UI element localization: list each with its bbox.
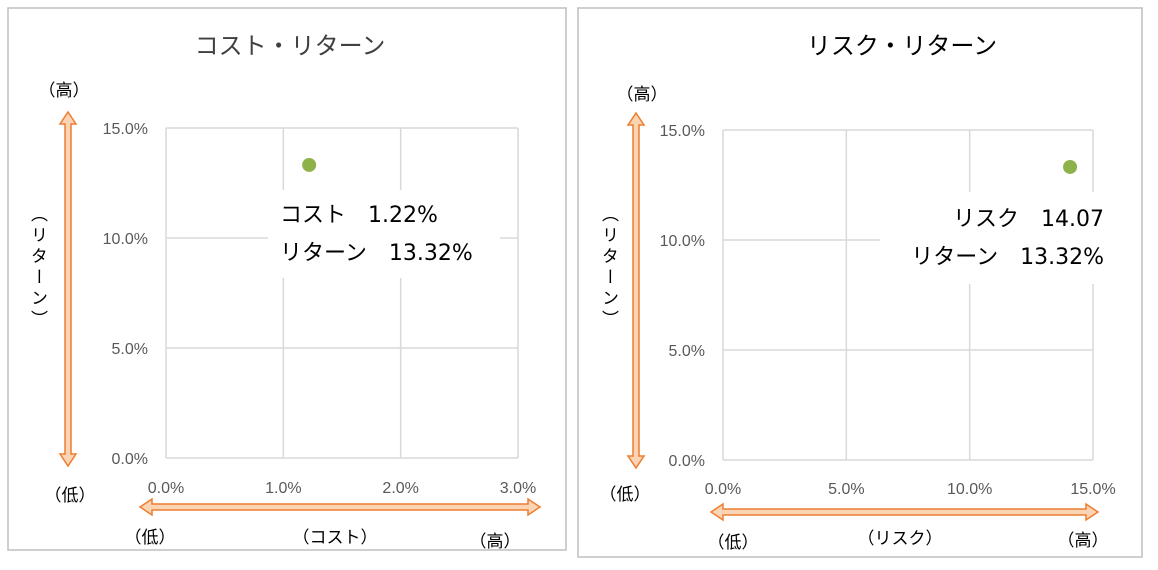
y-tick-label: 5.0% <box>112 341 148 358</box>
y-high-label: （高） <box>617 85 668 105</box>
chart-title: リスク・リターン <box>807 32 997 60</box>
y-tick-label: 10.0% <box>103 231 148 248</box>
data-label: リターン 13.32% <box>911 245 1104 270</box>
y-axis-label: （リターン） <box>27 205 48 331</box>
y-tick-label: 15.0% <box>103 121 148 138</box>
data-point <box>1063 159 1078 174</box>
data-label-box <box>268 190 500 278</box>
chart-title: コスト・リターン <box>195 32 386 60</box>
x-tick-label: 15.0% <box>1070 481 1115 498</box>
x-tick-label: 0.0% <box>148 480 184 497</box>
y-low-label: （低） <box>45 486 96 506</box>
y-axis-label: （リターン） <box>598 205 619 331</box>
y-tick-label: 10.0% <box>660 233 705 250</box>
x-low-label: （低） <box>125 528 176 548</box>
data-label-box <box>880 192 1102 284</box>
x-low-label: （低） <box>708 533 759 553</box>
x-axis-label: （コスト） <box>293 528 378 548</box>
x-high-label: （高） <box>1058 531 1109 551</box>
y-tick-label: 0.0% <box>669 453 705 470</box>
x-tick-label: 10.0% <box>947 481 992 498</box>
y-low-label: （低） <box>600 485 651 505</box>
y-axis-arrow <box>58 110 78 468</box>
y-axis-arrow <box>626 111 646 470</box>
x-tick-label: 3.0% <box>500 480 536 497</box>
x-high-label: （高） <box>470 532 521 552</box>
y-tick-label: 15.0% <box>660 123 705 140</box>
y-high-label: （高） <box>39 81 90 101</box>
y-tick-label: 5.0% <box>669 343 705 360</box>
chart-panel-2: リスク・リターン 0.0% 5.0% 10.0% 15.0% 0.0% 5.0% 10.0% 1… <box>577 7 1143 558</box>
panel-frame <box>7 7 567 551</box>
x-tick-label: 0.0% <box>705 481 741 498</box>
data-label: リターン 13.32% <box>280 241 473 266</box>
x-axis-arrow <box>138 497 542 517</box>
data-label: リスク 14.07 <box>953 207 1104 232</box>
x-tick-label: 1.0% <box>265 480 301 497</box>
x-tick-label: 5.0% <box>828 481 864 498</box>
y-tick-label: 0.0% <box>112 451 148 468</box>
x-axis-arrow <box>709 502 1100 522</box>
x-axis-label: （リスク） <box>858 529 943 549</box>
chart-panel-1: コスト・リターン 0.0% 1.0% 2.0% 3.0% 0.0% 5.0% 10.0% 15.… <box>7 7 567 552</box>
data-label: コスト 1.22% <box>280 203 438 228</box>
x-tick-label: 2.0% <box>382 480 418 497</box>
data-point <box>302 157 317 172</box>
